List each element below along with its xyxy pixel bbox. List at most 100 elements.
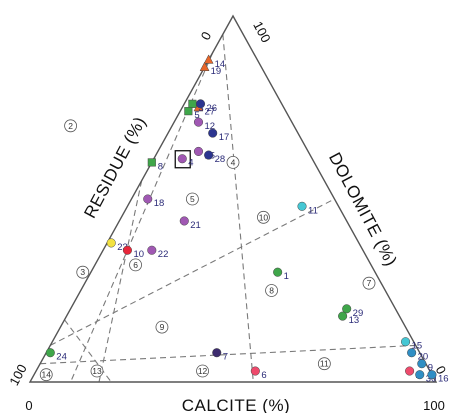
point-6: 6 <box>250 366 267 381</box>
zone-number: 6 <box>133 260 138 270</box>
point-label: 17 <box>219 132 230 143</box>
point-15: 15 <box>401 337 423 352</box>
point-label: 20 <box>418 352 429 363</box>
circle-marker <box>415 370 425 380</box>
zone-ring <box>90 364 104 378</box>
point-label: 26 <box>207 103 218 114</box>
zone-number: 9 <box>160 322 165 332</box>
point-label: 21 <box>190 220 201 231</box>
circle-marker <box>338 311 348 321</box>
point-17: 17 <box>208 128 230 143</box>
circle-marker <box>45 348 55 358</box>
zone-number: 7 <box>367 278 372 288</box>
circle-marker <box>417 359 427 369</box>
circle-marker <box>193 117 204 127</box>
point-label: 16 <box>438 374 449 385</box>
circle-marker <box>342 304 352 314</box>
point-label: 14 <box>215 59 226 70</box>
circle-marker <box>407 348 417 358</box>
point-label: 13 <box>349 315 360 326</box>
zone-label-9: 9 <box>155 320 169 334</box>
point-label: 8 <box>158 161 163 172</box>
square-marker <box>147 158 156 167</box>
point-label: 24 <box>56 352 67 363</box>
square-marker <box>184 107 193 116</box>
point-label: 15 <box>412 341 423 352</box>
tick-calcite-left: 0 <box>25 398 32 413</box>
zone-ring <box>64 119 77 133</box>
zone-ring <box>155 320 169 334</box>
point-label: 18 <box>154 198 165 209</box>
point-20: 20 <box>407 348 429 363</box>
zone-boundary-6 <box>64 319 112 383</box>
point-26: 26 <box>195 99 218 114</box>
circle-marker <box>204 150 214 160</box>
point-label: 19 <box>211 66 222 77</box>
circle-marker <box>179 216 189 226</box>
point-label: 1 <box>284 271 289 282</box>
circle-marker <box>147 245 157 255</box>
tick-residue-bottom: 100 <box>6 362 29 388</box>
zone-label-10: 10 <box>257 210 270 224</box>
zone-number: 14 <box>42 370 52 380</box>
zone-boundary-4 <box>50 198 335 346</box>
point-21: 21 <box>179 216 201 231</box>
point-11: 11 <box>297 201 318 216</box>
circle-marker <box>193 146 204 156</box>
zone-ring <box>362 276 376 290</box>
point-14: 14 <box>203 54 226 70</box>
zone-label-7: 7 <box>362 276 376 290</box>
tick-calcite-right: 100 <box>423 398 445 413</box>
zone-label-3: 3 <box>76 265 90 279</box>
circle-marker <box>106 238 116 248</box>
zone-number: 11 <box>320 359 329 369</box>
zone-ring <box>317 357 331 371</box>
highlight-box <box>174 150 191 169</box>
point-4: 4 <box>174 150 194 169</box>
axis-title-residue: RESIDUE (%) <box>80 113 149 221</box>
circle-marker <box>195 99 206 109</box>
axis-title-calcite: CALCITE (%) <box>182 396 290 413</box>
circle-marker <box>143 194 153 204</box>
point-label: 28 <box>215 154 226 165</box>
triangle-marker <box>199 61 210 71</box>
triangle-marker <box>203 54 214 64</box>
zone-label-5: 5 <box>185 192 199 206</box>
zone-label-12: 12 <box>196 364 209 378</box>
point-10: 10 <box>122 245 144 260</box>
point-29: 29 <box>342 304 364 319</box>
zone-ring <box>196 364 209 378</box>
zone-label-4: 4 <box>226 155 240 169</box>
point-label: 9 <box>428 363 433 374</box>
point-22: 22 <box>147 245 168 260</box>
zone-label-13: 13 <box>90 364 104 378</box>
zone-number: 5 <box>190 194 195 204</box>
circle-marker <box>273 267 283 277</box>
data-points: 1419273526121784252818212310221112913247… <box>45 54 449 385</box>
circle-marker <box>250 366 260 376</box>
circle-marker <box>208 128 218 138</box>
zone-ring <box>39 368 53 382</box>
point-12: 12 <box>193 117 215 132</box>
zone-number: 2 <box>68 121 73 131</box>
zone-ring <box>185 192 199 206</box>
zone-number: 8 <box>269 286 274 296</box>
zone-ring <box>226 155 240 169</box>
zone-number: 12 <box>198 366 208 376</box>
zone-ring <box>76 265 90 279</box>
point-label: 23 <box>117 242 128 253</box>
point-label: 29 <box>353 308 364 319</box>
point-19: 19 <box>199 61 222 77</box>
point-9: 9 <box>417 359 433 374</box>
point-label: 5 <box>194 110 199 121</box>
point-30: 30 <box>415 370 437 385</box>
zone-ring <box>257 210 270 224</box>
zone-ring <box>265 284 278 297</box>
point-label: 30 <box>426 374 437 385</box>
point-label: 27 <box>204 107 215 118</box>
point-label: 11 <box>308 205 318 216</box>
zone-number: 4 <box>231 157 236 167</box>
point-label: 4 <box>188 158 193 169</box>
